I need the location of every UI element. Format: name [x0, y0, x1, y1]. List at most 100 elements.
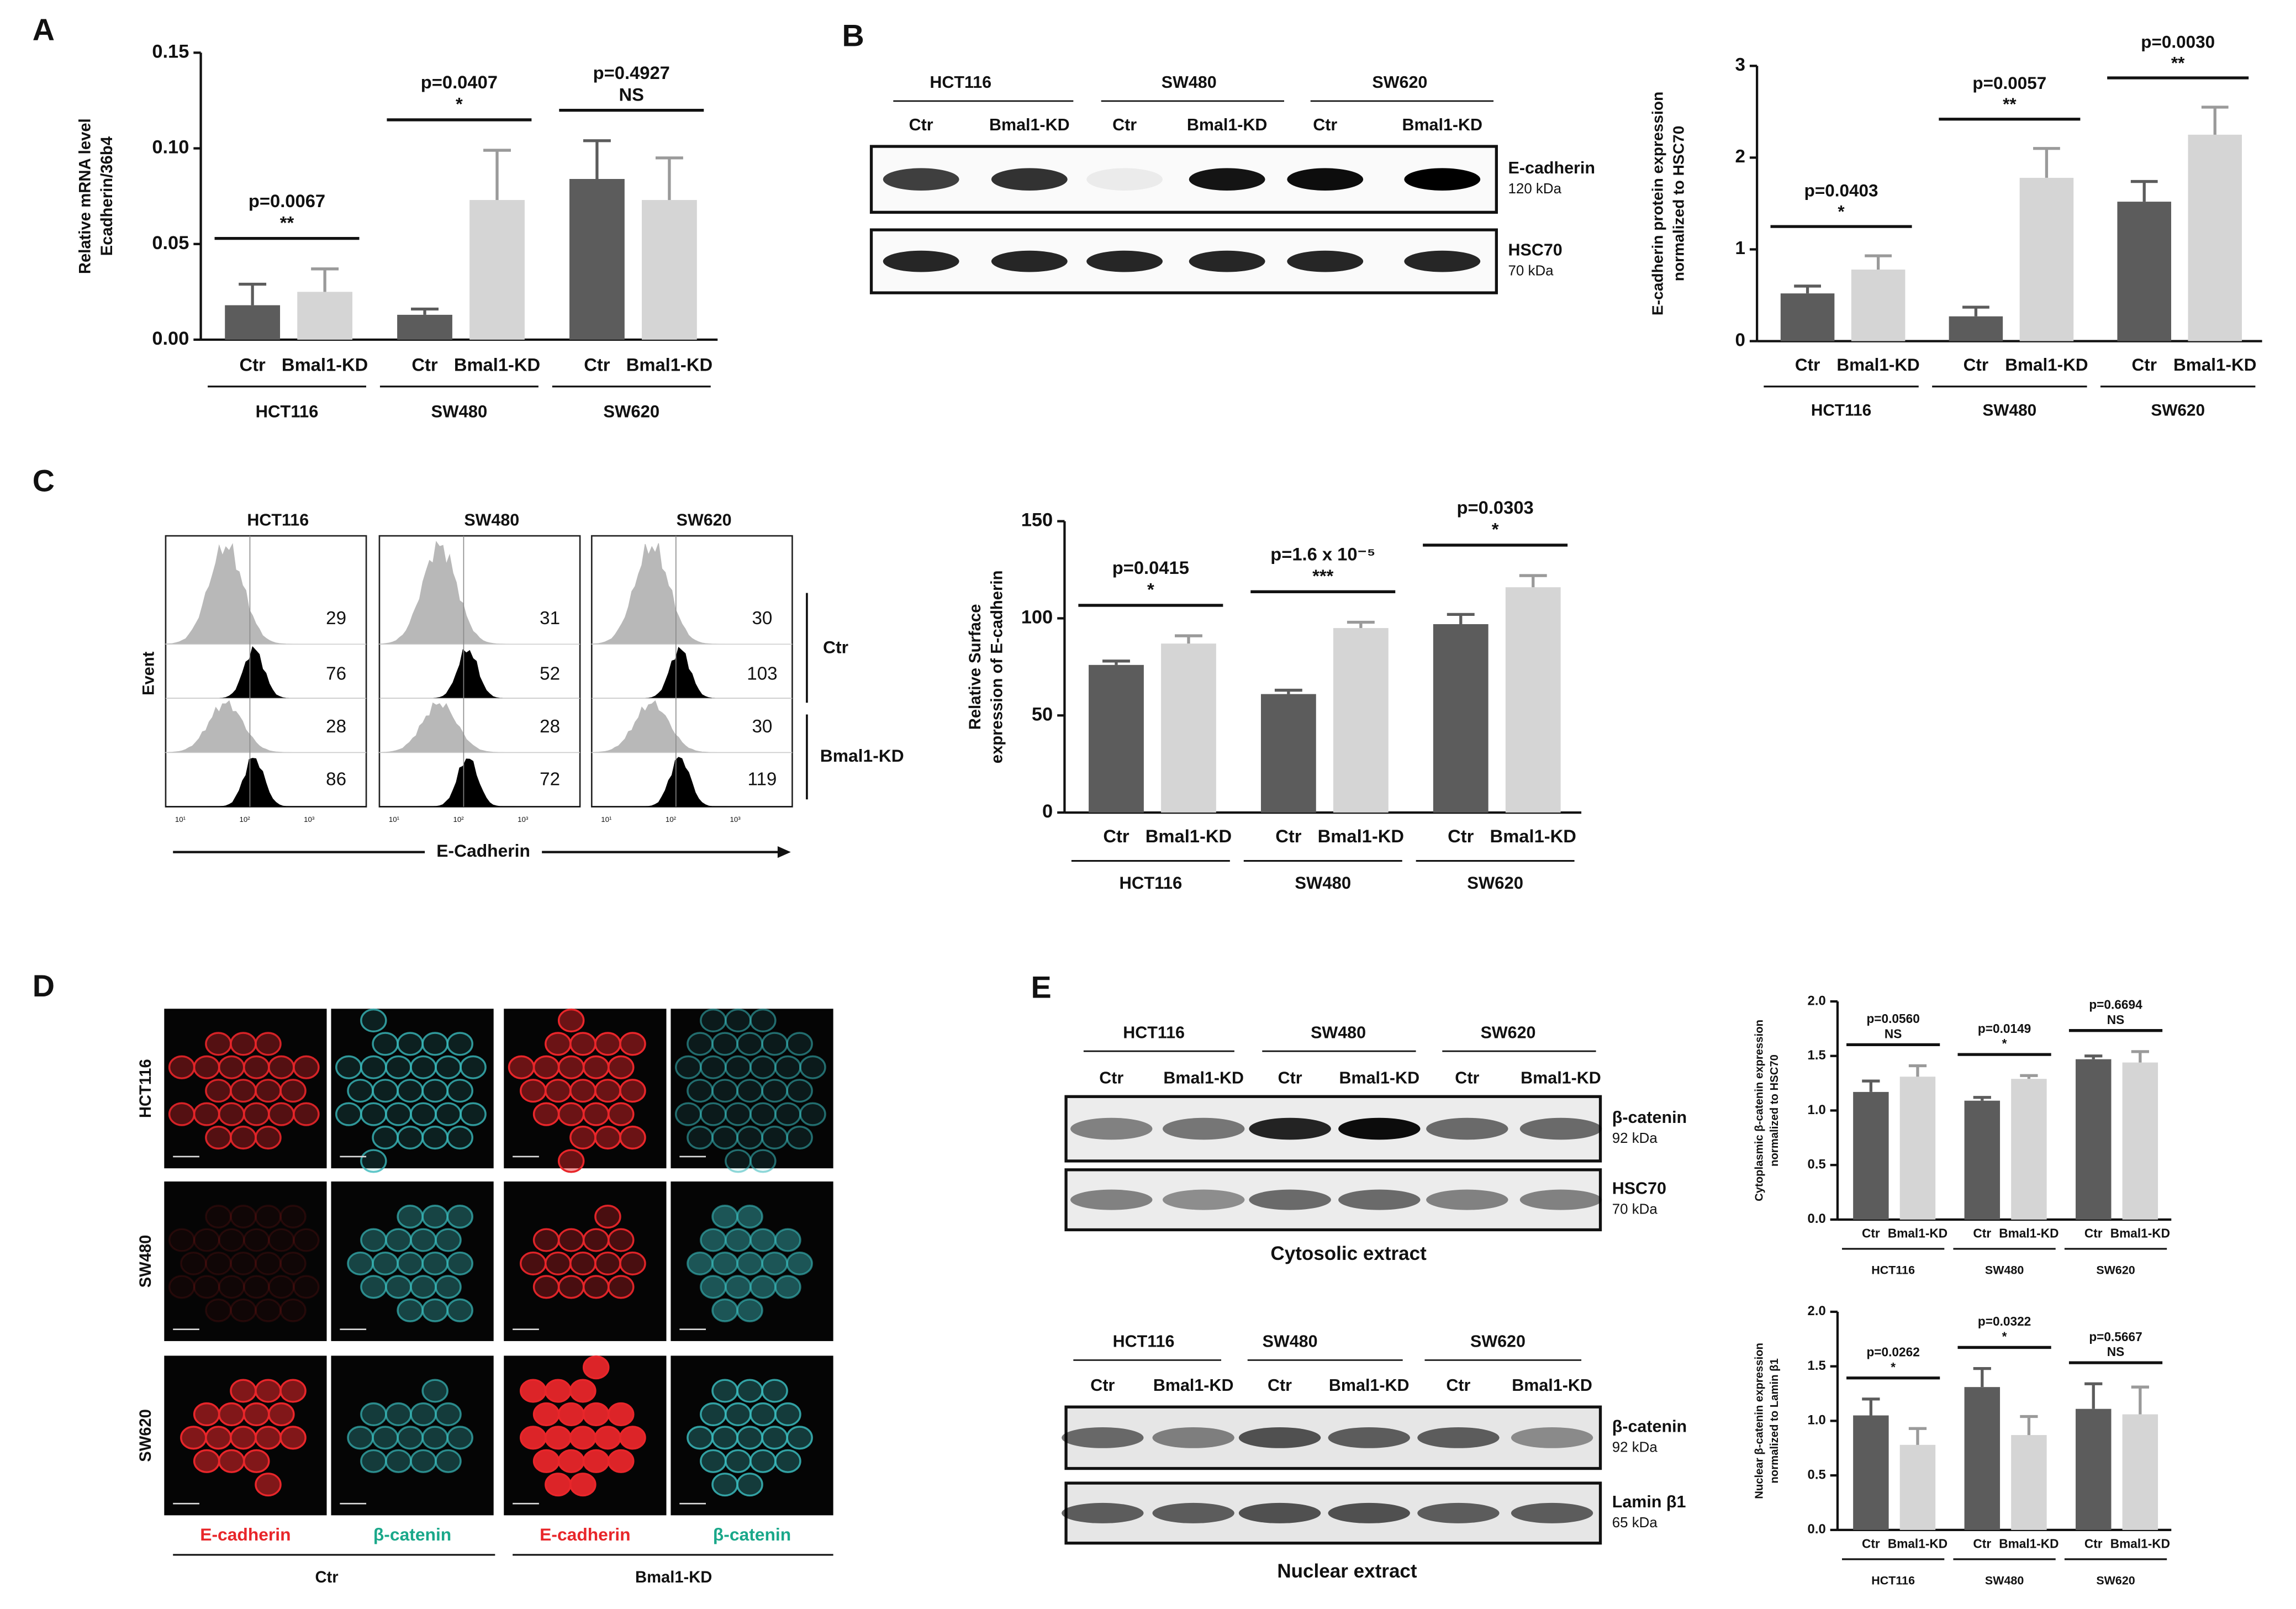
flow-count: 28 — [540, 716, 560, 737]
cell — [421, 1379, 448, 1403]
bar — [1853, 1091, 1889, 1220]
condition-label: Ctr — [909, 115, 933, 134]
group-label: SW480 — [1985, 1263, 2024, 1276]
flow-box — [378, 535, 581, 808]
cell-line-label: HCT116 — [930, 73, 991, 92]
y-axis-label: Nuclear β-catenin expression — [1753, 1343, 1765, 1499]
x-tick-label: Bmal1-KD — [1836, 355, 1919, 374]
band-size: 92 kDa — [1612, 1131, 1658, 1146]
cell — [460, 1055, 487, 1079]
cell-line-label: SW620 — [1481, 1023, 1536, 1042]
cell — [360, 1008, 387, 1033]
y-axis-label: normalized to HSC70 — [1670, 126, 1687, 282]
cell — [168, 1055, 196, 1079]
cell — [619, 1125, 646, 1150]
y-tick-label: 150 — [1021, 510, 1053, 531]
cell — [372, 1426, 399, 1450]
cell — [557, 1449, 585, 1473]
cell — [279, 1205, 307, 1229]
y-axis-label: normalized to Lamin β1 — [1769, 1358, 1781, 1483]
cell — [243, 1402, 270, 1427]
cell — [230, 1032, 257, 1056]
cell-line-label: SW480 — [1162, 73, 1217, 92]
cell — [736, 1379, 763, 1403]
cell — [446, 1205, 473, 1229]
y-tick-label: 3 — [1735, 55, 1745, 75]
cell — [711, 1079, 738, 1103]
cell — [385, 1275, 412, 1299]
bar — [1853, 1415, 1889, 1530]
condition-label: Bmal1-KD — [1187, 115, 1268, 134]
cell — [557, 1275, 585, 1299]
cell — [582, 1228, 610, 1252]
group-label: Ctr — [823, 637, 848, 657]
flow-tick-label: 10³ — [518, 815, 529, 824]
cell — [385, 1402, 412, 1427]
cell — [279, 1379, 307, 1403]
flow-count: 30 — [752, 716, 773, 737]
cell — [711, 1298, 738, 1322]
cell — [347, 1426, 374, 1450]
group-label: HCT116 — [1871, 1574, 1915, 1587]
p-value: p=0.0407 — [421, 72, 498, 92]
cell — [397, 1426, 424, 1450]
band-name: HSC70 — [1508, 241, 1563, 260]
y-tick-label: 0 — [1042, 801, 1053, 822]
x-tick-label: Bmal1-KD — [1888, 1536, 1947, 1550]
cell — [582, 1275, 610, 1299]
cell — [193, 1055, 220, 1079]
cell — [582, 1355, 610, 1380]
cell — [255, 1251, 282, 1276]
cell-line-label: SW480 — [1263, 1332, 1318, 1351]
blot-band — [1163, 1117, 1245, 1140]
cell — [168, 1228, 196, 1252]
cell — [421, 1079, 448, 1103]
cell — [700, 1228, 727, 1252]
bar — [1899, 1077, 1936, 1220]
blot-band — [1328, 1427, 1410, 1448]
cell — [410, 1102, 437, 1126]
y-tick-label: 0.00 — [152, 328, 189, 349]
y-axis-label: Ecadherin/36b4 — [98, 136, 116, 256]
y-tick-label: 2.0 — [1808, 1304, 1826, 1318]
significance: * — [1838, 202, 1845, 221]
cell — [545, 1473, 572, 1497]
error-bar — [2020, 1415, 2038, 1436]
group-label: SW480 — [1295, 873, 1351, 893]
cell — [218, 1228, 245, 1252]
flow-count: 103 — [747, 664, 777, 684]
significance: NS — [2107, 1344, 2124, 1359]
error-bar — [411, 307, 439, 315]
cell — [279, 1079, 307, 1103]
p-value: p=0.0030 — [2141, 32, 2215, 51]
cell — [168, 1102, 196, 1126]
y-tick-label: 2 — [1735, 146, 1745, 167]
cell — [360, 1402, 387, 1427]
y-tick-label: 100 — [1021, 607, 1053, 628]
error-bar — [2130, 180, 2158, 202]
cell — [725, 1275, 752, 1299]
cell — [205, 1298, 232, 1322]
micrograph — [164, 1181, 327, 1341]
group-label: Bmal1-KD — [820, 746, 904, 766]
y-tick-label: 1.0 — [1808, 1413, 1826, 1428]
cell — [761, 1079, 788, 1103]
band-size: 70 kDa — [1508, 263, 1554, 279]
cell — [205, 1251, 232, 1276]
cell — [385, 1055, 412, 1079]
histogram — [379, 758, 580, 808]
cell — [372, 1251, 399, 1276]
cell — [372, 1125, 399, 1150]
y-tick-label: 1.5 — [1808, 1048, 1826, 1063]
error-bar — [2033, 147, 2060, 178]
flow-tick-label: 10² — [240, 815, 251, 824]
group-label: HCT116 — [1811, 402, 1871, 420]
cell — [243, 1275, 270, 1299]
cell — [594, 1251, 621, 1276]
cell — [360, 1149, 387, 1173]
cell — [569, 1251, 597, 1276]
error-bar — [1908, 1427, 1927, 1445]
cell — [750, 1008, 777, 1033]
group-label: SW620 — [603, 402, 659, 421]
cell — [750, 1275, 777, 1299]
